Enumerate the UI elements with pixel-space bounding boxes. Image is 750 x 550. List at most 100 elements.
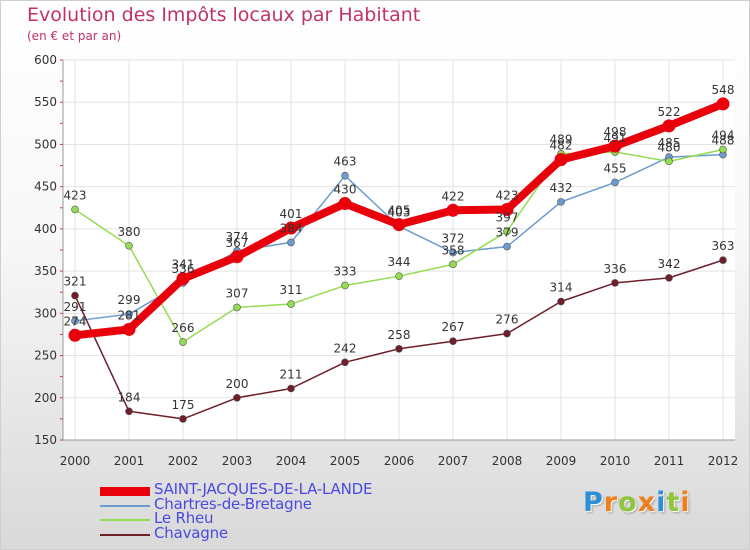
data-point: [719, 256, 727, 264]
data-label: 184: [118, 390, 141, 404]
data-label: 455: [604, 161, 627, 175]
data-label: 342: [658, 257, 681, 271]
data-label: 372: [442, 232, 465, 246]
data-point: [449, 337, 457, 346]
data-point: [611, 279, 619, 287]
data-label: 321: [64, 275, 87, 289]
y-tick-label: 400: [34, 222, 57, 236]
data-label: 314: [550, 281, 573, 295]
data-label: 480: [658, 140, 681, 154]
data-point: [230, 250, 244, 264]
data-label: 291: [64, 300, 87, 314]
legend-swatch: [100, 533, 150, 536]
legend-item: Chavagne: [100, 524, 420, 542]
x-tick-label: 2012: [708, 454, 739, 468]
data-label: 485: [658, 136, 681, 150]
y-tick-label: 350: [34, 264, 57, 278]
data-point: [446, 203, 460, 217]
data-point: [341, 281, 349, 290]
data-label: 494: [712, 129, 735, 143]
y-tick-label: 550: [34, 95, 57, 109]
chart-title: Evolution des Impôts locaux par Habitant: [27, 4, 421, 26]
data-point: [665, 274, 673, 282]
data-label: 211: [280, 367, 303, 381]
data-label: 401: [280, 207, 303, 221]
legend-swatch: [100, 486, 150, 496]
data-point: [395, 272, 403, 280]
data-label: 274: [64, 314, 87, 328]
data-point: [557, 198, 565, 206]
x-tick-label: 2011: [654, 454, 685, 468]
legend-item: Chartres-de-Bretagne: [100, 495, 420, 513]
data-label: 367: [226, 236, 249, 250]
y-tick-label: 200: [34, 391, 57, 405]
data-label: 358: [442, 243, 465, 257]
data-point: [716, 97, 730, 111]
legend-label: Chartres-de-Bretagne: [154, 494, 312, 513]
data-point: [176, 272, 190, 286]
data-label: 491: [604, 131, 627, 145]
data-point: [122, 322, 136, 336]
data-point: [71, 317, 79, 325]
data-point: [341, 171, 349, 180]
data-point: [503, 242, 511, 251]
legend-swatch: [100, 504, 150, 507]
data-point: [233, 303, 241, 312]
data-point: [557, 297, 565, 306]
data-point: [554, 153, 568, 167]
data-point: [71, 291, 79, 300]
data-point: [68, 328, 82, 342]
data-point: [125, 241, 133, 250]
data-label: 333: [334, 264, 357, 278]
data-point: [341, 358, 349, 367]
data-label: 379: [496, 226, 519, 240]
data-label: 423: [64, 188, 87, 202]
data-point: [665, 157, 673, 166]
data-label: 548: [712, 83, 735, 97]
data-label: 242: [334, 341, 357, 355]
legend-label: SAINT-JACQUES-DE-LA-LANDE: [154, 480, 373, 498]
data-label: 430: [334, 183, 357, 197]
data-label: 281: [118, 308, 141, 322]
data-label: 175: [172, 398, 195, 412]
data-point: [392, 218, 406, 232]
x-tick-label: 2000: [60, 454, 91, 468]
y-tick-label: 250: [34, 349, 57, 363]
data-label: 266: [172, 321, 195, 335]
data-label: 374: [226, 230, 249, 244]
y-tick-label: 450: [34, 180, 57, 194]
x-tick-label: 2009: [546, 454, 577, 468]
x-tick-label: 2001: [114, 454, 145, 468]
data-point: [287, 384, 295, 393]
data-label: 498: [604, 125, 627, 139]
data-label: 341: [172, 258, 195, 272]
x-tick-label: 2005: [330, 454, 361, 468]
chart-subtitle: (en € et par an): [27, 29, 122, 43]
data-point: [503, 227, 511, 236]
y-tick-label: 500: [34, 137, 57, 151]
data-label: 405: [388, 204, 411, 218]
data-label: 299: [118, 293, 141, 307]
data-label: 276: [496, 313, 519, 327]
data-point: [125, 310, 133, 318]
data-label: 432: [550, 181, 573, 195]
legend-label: Le Rheu: [154, 509, 214, 527]
proxiti-logo: Proxiti: [583, 487, 691, 518]
data-label: 363: [712, 239, 735, 253]
y-tick-label: 600: [34, 53, 57, 67]
data-label: 380: [118, 225, 141, 239]
x-tick-label: 2004: [276, 454, 307, 468]
legend-swatch: [100, 519, 150, 521]
data-label: 258: [388, 328, 411, 342]
legend-item: Le Rheu: [100, 509, 420, 527]
data-point: [500, 202, 514, 216]
data-label: 336: [172, 262, 195, 276]
data-point: [611, 178, 619, 187]
data-point: [179, 338, 187, 346]
data-label: 384: [280, 221, 303, 235]
data-point: [608, 139, 622, 153]
y-tick-label: 150: [34, 433, 57, 447]
x-tick-label: 2008: [492, 454, 523, 468]
data-point: [179, 415, 187, 423]
data-label: 423: [496, 188, 519, 202]
